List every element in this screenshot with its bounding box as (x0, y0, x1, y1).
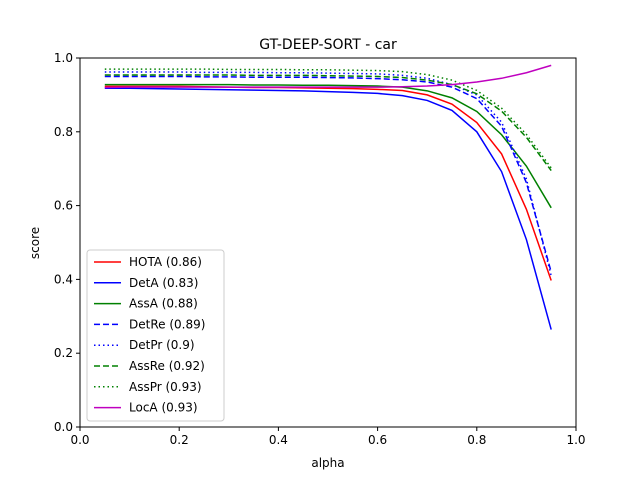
x-tick-label: 0.0 (70, 433, 89, 447)
y-tick-label: 0.6 (54, 199, 73, 213)
series-line-5 (104, 74, 552, 171)
legend-label-2: AssA (0.88) (129, 297, 198, 311)
x-tick-label: 1.0 (566, 433, 585, 447)
legend-label-4: DetPr (0.9) (129, 338, 195, 352)
legend-label-3: DetRe (0.89) (129, 317, 205, 331)
series-line-3 (104, 75, 552, 273)
legend-box (86, 249, 225, 422)
y-axis: 0.0 0.2 0.4 0.6 0.8 1.0 (54, 51, 80, 434)
chart-title: GT-DEEP-SORT - car (259, 37, 397, 53)
y-tick-label: 1.0 (54, 51, 73, 65)
series-line-1 (104, 87, 552, 330)
x-tick-label: 0.4 (269, 433, 288, 447)
plot-frame (79, 57, 577, 428)
x-axis-label: alpha (311, 456, 344, 470)
y-tick-label: 0.8 (54, 125, 73, 139)
legend-label-6: AssPr (0.93) (129, 380, 202, 394)
series-layer (104, 64, 552, 330)
series-line-7 (104, 64, 552, 89)
series-line-6 (104, 68, 552, 169)
x-axis: 0.0 0.2 0.4 0.6 0.8 1.0 (70, 427, 586, 447)
y-axis-label: score (28, 227, 42, 259)
x-tick-label: 0.2 (170, 433, 189, 447)
legend-label-7: LocA (0.93) (129, 401, 198, 415)
series-line-2 (104, 83, 552, 209)
legend-label-5: AssRe (0.92) (129, 359, 205, 373)
x-tick-label: 0.6 (368, 433, 387, 447)
legend: HOTA (0.86) DetA (0.83) AssA (0.88) DetRe (… (86, 249, 225, 422)
y-tick-label: 0.4 (54, 272, 73, 286)
y-tick-label: 0.0 (54, 420, 73, 434)
y-tick-label: 0.2 (54, 346, 73, 360)
x-tick-label: 0.8 (467, 433, 486, 447)
legend-label-1: DetA (0.83) (129, 276, 198, 290)
legend-label-0: HOTA (0.86) (129, 255, 202, 269)
